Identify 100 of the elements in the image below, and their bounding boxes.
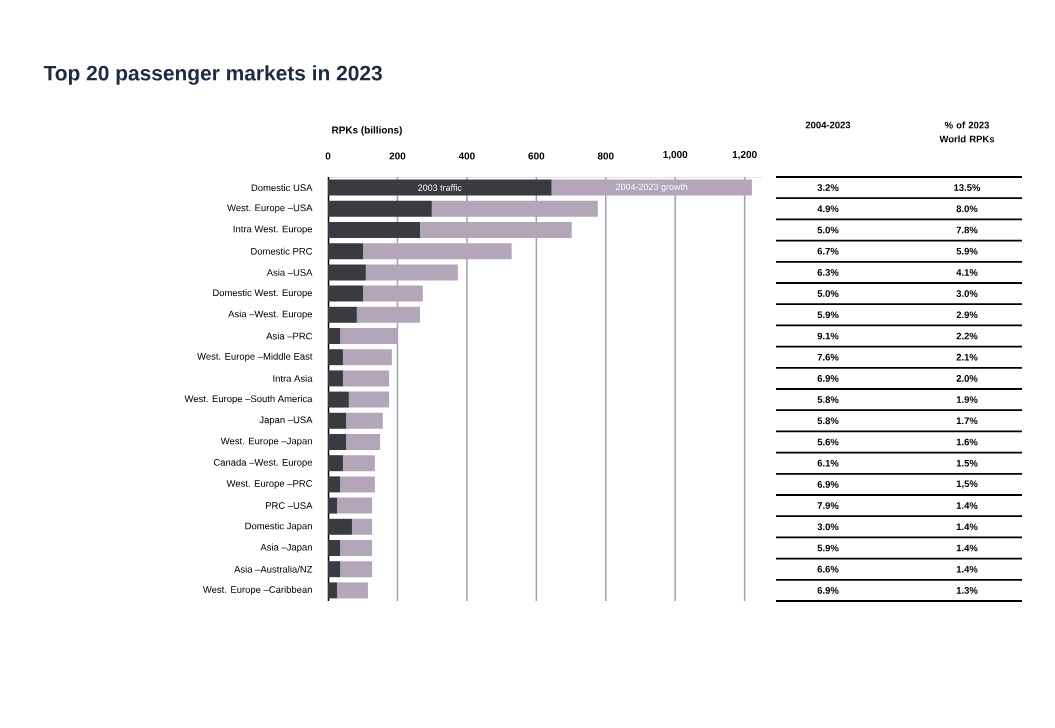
text: 2004-2023 (805, 121, 851, 129)
bar (328, 221, 421, 238)
bar (328, 433, 347, 450)
text: 1.6% (956, 438, 978, 446)
y-tick-label: West. Europe –USA (227, 204, 313, 214)
bar (351, 518, 373, 535)
bar (328, 412, 347, 429)
text: 2.1% (956, 353, 978, 361)
bar (342, 349, 392, 366)
bar (328, 327, 341, 344)
bar (328, 455, 343, 472)
y-tick-label: Intra West. Europe (233, 225, 313, 235)
text: 4.1% (956, 269, 978, 276)
text: 1.7% (956, 417, 978, 425)
y-tick-label: Canada –West. Europe (213, 458, 313, 468)
y-tick-label: Asia –Japan (260, 543, 312, 553)
series-label: 2003 traffic (418, 184, 462, 191)
y-tick-label: Intra Asia (273, 374, 313, 382)
bar (337, 497, 373, 514)
series-label: 2004-2023 growth (616, 183, 688, 192)
bar (328, 582, 338, 599)
y-tick-label: Asia –USA (266, 268, 313, 276)
y-tick-label: Domestic West. Europe (213, 289, 313, 298)
text: 7.9% (817, 502, 839, 509)
x-tick-label: 1,000 (663, 150, 688, 160)
bar (346, 433, 381, 450)
x-tick-label: 400 (458, 152, 475, 160)
bar (328, 539, 341, 556)
text: 1.4% (956, 544, 978, 552)
bar (328, 264, 366, 281)
y-tick-label: Japan –USA (259, 416, 313, 426)
bar (328, 243, 364, 260)
text: 5.8% (817, 417, 839, 425)
x-tick-label: 200 (389, 152, 406, 160)
bar (420, 221, 572, 238)
x-tick-label: 800 (597, 152, 614, 160)
text: 1.4% (956, 502, 978, 509)
text: 8.0% (956, 205, 978, 213)
text: 5.9% (817, 544, 839, 552)
text: 1.3% (956, 587, 978, 594)
text: 5.0% (817, 226, 839, 234)
text: 5.6% (817, 438, 839, 446)
bar (328, 349, 343, 366)
text: 9.1% (817, 332, 839, 340)
bar (363, 243, 512, 260)
bar (328, 518, 352, 535)
text: 2.9% (956, 311, 978, 319)
bar (356, 306, 421, 323)
bar (328, 285, 364, 302)
text: 6.9% (817, 481, 839, 488)
x-axis-title: RPKs (billions) (332, 126, 402, 136)
text: 3.0% (817, 523, 839, 531)
text: 3.0% (956, 290, 978, 297)
text: 5.9% (817, 311, 839, 319)
bar (346, 412, 383, 429)
y-tick-label: Domestic Japan (245, 522, 312, 532)
text: 3.2% (817, 184, 839, 191)
text: 13.5% (954, 184, 981, 191)
x-tick-label: 600 (528, 152, 545, 160)
y-tick-label: West. Europe –South America (184, 395, 313, 404)
y-tick-label: Asia –West. Europe (228, 310, 313, 320)
text: 1.5% (956, 459, 978, 467)
bar (337, 582, 368, 599)
y-tick-label: PRC –USA (265, 502, 313, 509)
y-tick-label: West. Europe –Middle East (197, 352, 313, 362)
y-tick-label: West. Europe –PRC (226, 480, 313, 489)
bar (328, 370, 343, 387)
text: 6.6% (817, 565, 839, 573)
bar (340, 561, 373, 578)
bar (365, 264, 458, 281)
x-tick-label: 0 (325, 152, 331, 160)
text: 7.8% (956, 226, 978, 234)
text: 5.8% (817, 396, 839, 403)
text: 1,5% (956, 480, 978, 489)
text: 4.9% (817, 205, 839, 213)
text: 1.4% (956, 523, 978, 531)
text: 6.3% (817, 269, 839, 276)
bar (340, 539, 373, 556)
text: 1.4% (956, 565, 978, 573)
y-tick-label: Asia –Australia/NZ (234, 565, 313, 573)
text: 6.7% (817, 247, 839, 255)
text: % of 2023 World RPKs (939, 121, 995, 143)
bar (340, 327, 398, 344)
bar (551, 179, 752, 196)
text: 2.0% (956, 375, 978, 382)
text: 7.6% (817, 353, 839, 361)
text: 5.0% (817, 290, 839, 297)
text: 6.9% (817, 375, 839, 382)
text: 6.1% (817, 459, 839, 467)
bar (348, 391, 390, 408)
y-tick-label: Domestic USA (251, 184, 313, 192)
bar (363, 285, 423, 302)
bar (328, 476, 341, 493)
bar (328, 200, 432, 217)
chart-title: Top 20 passenger markets in 2023 (43, 65, 382, 85)
y-tick-label: West. Europe –Caribbean (202, 585, 312, 595)
y-tick-label: Asia –PRC (266, 332, 313, 340)
bar (431, 200, 598, 217)
bar (342, 370, 390, 387)
bar (328, 179, 552, 196)
